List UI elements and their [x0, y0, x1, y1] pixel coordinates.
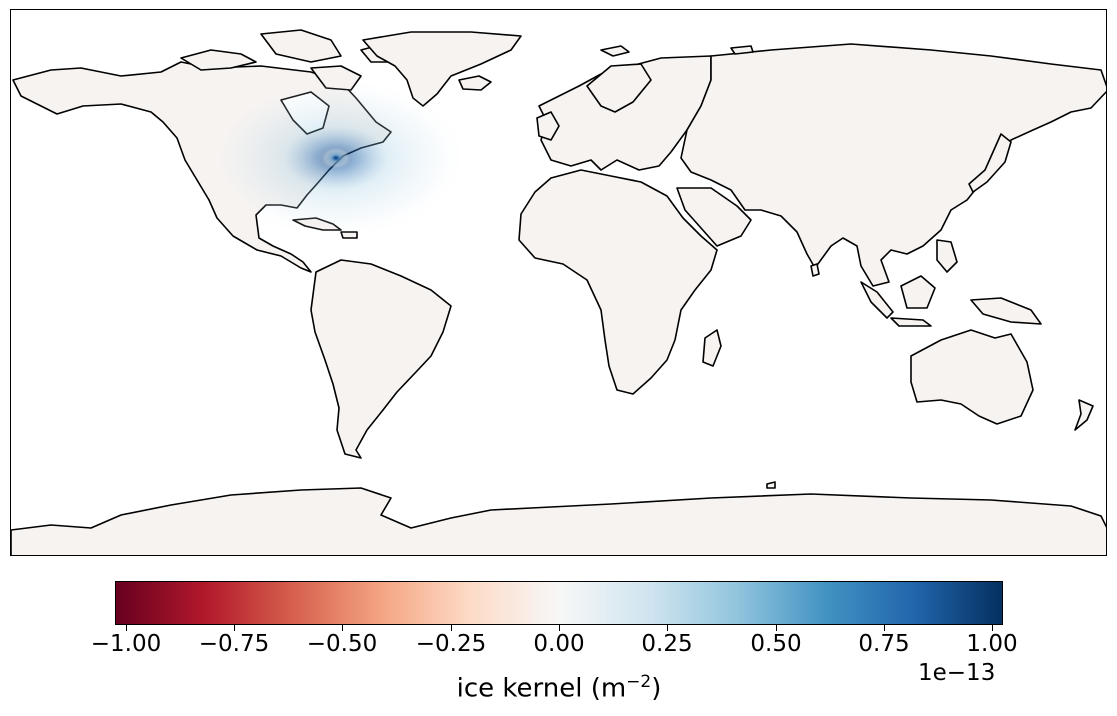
world-map [11, 29, 1106, 555]
madagascar [702, 329, 722, 367]
arctic-island-2 [260, 29, 342, 63]
arctic-island-1 [180, 49, 257, 71]
colorbar-tick-mark [992, 625, 993, 631]
antarctica [11, 487, 1106, 555]
colorbar-label: ice kernel (m−2) [457, 672, 662, 704]
small-island-3 [766, 481, 776, 489]
colorbar-tick-label: 0.00 [533, 631, 585, 657]
arabian-peninsula [676, 187, 752, 247]
colorbar-label-exponent: −2 [626, 672, 652, 692]
japan [968, 133, 1012, 193]
scandinavia [586, 63, 652, 113]
colorbar-tick-mark [234, 625, 235, 631]
borneo [900, 275, 936, 309]
map-frame [10, 9, 1107, 556]
iceland [458, 75, 492, 91]
land-masses [11, 29, 1106, 555]
java [890, 317, 932, 327]
colorbar-tick-label: −0.50 [306, 631, 378, 657]
colorbar-tick-mark [559, 625, 560, 631]
colorbar-offset-label: 1e−13 [918, 660, 996, 686]
small-island-1 [600, 45, 630, 57]
australia [910, 329, 1034, 425]
colorbar-tick-mark [342, 625, 343, 631]
new-guinea [970, 297, 1042, 325]
colorbar-tick-mark [884, 625, 885, 631]
colorbar-tick-mark [667, 625, 668, 631]
british-isles [536, 111, 560, 141]
colorbar-tick-label: 0.75 [858, 631, 910, 657]
colorbar-tick-label: 1.00 [966, 631, 1018, 657]
colorbar-tick-label: −0.75 [198, 631, 270, 657]
colorbar-tick-label: −0.25 [415, 631, 487, 657]
south-america [310, 259, 452, 459]
colorbar-tick-mark [776, 625, 777, 631]
colorbar-tick-label: 0.25 [641, 631, 693, 657]
asia [680, 43, 1106, 287]
philippines [936, 239, 958, 273]
colorbar-tick-label: −1.00 [90, 631, 162, 657]
colorbar-tick-mark [451, 625, 452, 631]
sri-lanka [810, 263, 820, 277]
kernel-core [322, 148, 350, 168]
colorbar-label-close: ) [651, 673, 662, 704]
africa [518, 169, 718, 395]
colorbar-tick-mark [126, 625, 127, 631]
colorbar-label-main: ice kernel (m [456, 673, 627, 704]
new-zealand [1074, 399, 1094, 431]
small-island-2 [730, 45, 754, 55]
sumatra [860, 281, 894, 319]
colorbar-tick-label: 0.50 [750, 631, 802, 657]
colorbar [115, 581, 1003, 625]
greenland [362, 31, 522, 107]
